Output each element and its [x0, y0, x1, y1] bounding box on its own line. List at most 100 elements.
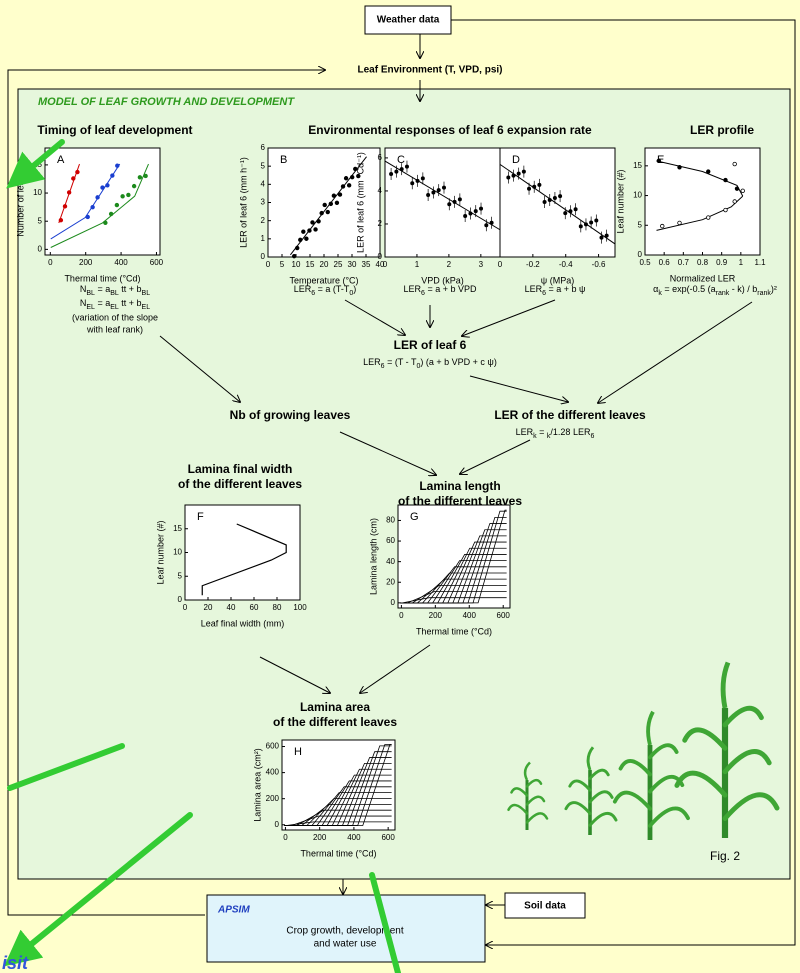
note: with leaf rank)	[86, 324, 143, 334]
plot-dot	[421, 176, 425, 180]
apsim-text: and water use	[314, 939, 377, 950]
plot-dot	[706, 170, 710, 174]
y-tick-label: 0	[391, 598, 396, 607]
node-title: LER of the different leaves	[494, 408, 646, 422]
x-tick-label: 25	[334, 260, 343, 269]
plot-dot	[389, 172, 393, 176]
plot-dot	[144, 174, 148, 178]
plot-dot	[537, 183, 541, 187]
plot-dot	[657, 159, 661, 163]
equation-part: EL	[110, 304, 119, 311]
plot-dot	[678, 165, 682, 169]
x-tick-label: 10	[292, 260, 301, 269]
y-tick-label: 1	[261, 234, 266, 243]
plot-dot	[344, 176, 348, 180]
plot-dot	[101, 186, 105, 190]
node-title: Lamina length	[419, 479, 500, 493]
x-tick-label: 35	[362, 260, 371, 269]
x-tick-label: 0.7	[678, 258, 690, 267]
plot-dot	[410, 181, 414, 185]
plot-dot	[326, 210, 330, 214]
plot-dot	[563, 211, 567, 215]
x-tick-label: 600	[150, 258, 164, 267]
plot-dot	[317, 220, 321, 224]
x-tick-label: 15	[306, 260, 315, 269]
x-tick-label: 20	[320, 260, 329, 269]
node-title: of the different leaves	[273, 715, 397, 729]
plot-dot	[63, 205, 67, 209]
equation-part: BL	[142, 290, 151, 297]
plot-dot	[741, 189, 745, 193]
equation-part: LER	[294, 284, 312, 294]
plot-dot	[111, 174, 115, 178]
equation-part: tt + b	[119, 298, 142, 308]
plot-dot	[138, 175, 142, 179]
x-tick-label: 200	[313, 833, 327, 842]
plot-dot	[298, 238, 302, 242]
equation-part: =	[537, 427, 547, 437]
y-axis-label: LER of leaf 6 (mm °Cd⁻¹)	[355, 152, 365, 253]
equation-part: = exp(-0.5 (a	[662, 284, 716, 294]
node-title: of the different leaves	[178, 477, 302, 491]
plot-dot	[599, 236, 603, 240]
x-tick-label: 200	[79, 258, 93, 267]
y-tick-label: 0	[261, 252, 266, 261]
y-tick-label: 4	[261, 179, 266, 188]
x-tick-label: 600	[497, 611, 511, 620]
y-tick-label: 80	[386, 516, 395, 525]
y-axis-label: LER of leaf 6 (mm h⁻¹)	[238, 157, 248, 248]
equation-part: LER	[404, 284, 422, 294]
plot-dot	[308, 229, 312, 233]
y-tick-label: 60	[386, 536, 395, 545]
x-tick-label: 400	[114, 258, 128, 267]
equation-part: 6	[590, 433, 594, 440]
plot-dot	[59, 218, 63, 222]
x-tick-label: 2	[447, 260, 452, 269]
plot-dot	[76, 170, 80, 174]
diagram: Weather data Leaf Environment (T, VPD, p…	[0, 0, 800, 973]
y-tick-label: 5	[638, 220, 643, 229]
x-tick-label: 200	[429, 611, 443, 620]
equation-part: )²	[771, 284, 777, 294]
plot-dot	[405, 165, 409, 169]
plot-dot	[86, 215, 90, 219]
plot-dot	[311, 221, 315, 225]
section-heading: LER profile	[690, 123, 754, 137]
equation-part: = a	[95, 298, 110, 308]
x-tick-label: 1	[415, 260, 420, 269]
equation-part: LER	[525, 284, 543, 294]
node-title: LER of leaf 6	[394, 338, 467, 352]
y-tick-label: 0	[178, 595, 183, 604]
plot-dot	[341, 185, 345, 189]
x-tick-label: 0.6	[659, 258, 671, 267]
x-tick-label: -0.2	[526, 260, 540, 269]
x-tick-label: 0	[399, 611, 404, 620]
equation-part: BL	[110, 290, 119, 297]
plot-dot	[579, 224, 583, 228]
panel-letter: D	[512, 154, 520, 166]
equation-part: BL	[86, 290, 95, 297]
equation-part: = a + b VPD	[425, 284, 477, 294]
x-tick-label: 0.5	[639, 258, 651, 267]
plot-dot	[353, 167, 357, 171]
x-axis-label: Leaf final width (mm)	[201, 618, 285, 628]
x-tick-label: 400	[463, 611, 477, 620]
panel-letter: G	[410, 511, 419, 523]
plot-dot	[115, 164, 119, 168]
plot-dot	[104, 221, 108, 225]
x-tick-label: 100	[293, 603, 307, 612]
y-tick-label: 0	[638, 250, 643, 259]
plot-dot	[106, 183, 110, 187]
x-axis-label: Thermal time (°Cd)	[300, 848, 376, 858]
equation-part: = (T - T	[385, 357, 417, 367]
node-title: Lamina final width	[188, 462, 293, 476]
panel-letter: B	[280, 154, 287, 166]
plot-dot	[548, 198, 552, 202]
plot-dot	[292, 254, 296, 258]
plot-dot	[468, 212, 472, 216]
plot-dot	[338, 193, 342, 197]
apsim-title: APSIM	[217, 905, 250, 916]
panel-letter: F	[197, 511, 204, 523]
y-tick-label: 2	[378, 219, 383, 228]
plot-dot	[347, 184, 351, 188]
